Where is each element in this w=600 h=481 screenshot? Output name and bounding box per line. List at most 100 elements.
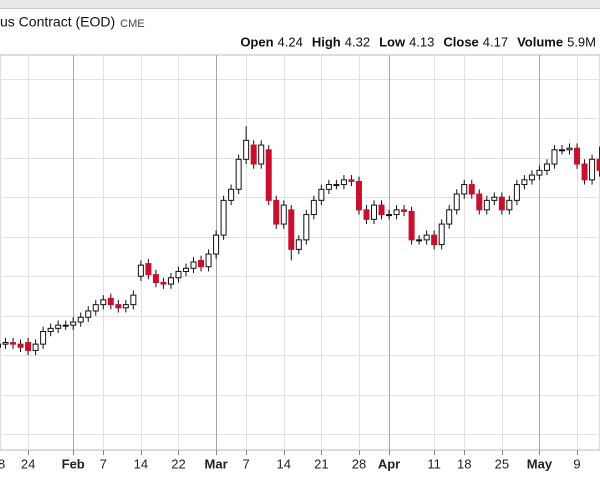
candle-body xyxy=(220,199,227,236)
candle-body xyxy=(408,210,415,241)
grid xyxy=(0,55,600,450)
candle-body xyxy=(566,147,573,151)
candle-body xyxy=(175,270,182,279)
candle-body xyxy=(115,304,122,309)
candles xyxy=(0,126,600,356)
candle-body xyxy=(513,184,520,201)
candle-body xyxy=(55,324,62,329)
x-tick-label: Apr xyxy=(378,456,400,471)
stat-value: 4.32 xyxy=(345,34,370,49)
candle-body xyxy=(574,147,581,165)
candle-body xyxy=(468,184,475,195)
candle-body xyxy=(85,310,92,318)
candle-body xyxy=(32,343,39,351)
plot-frame xyxy=(0,54,600,451)
stat-label: Low xyxy=(379,34,406,49)
candle-body xyxy=(0,343,1,348)
candle-body xyxy=(371,204,377,220)
candle-body xyxy=(47,327,54,332)
x-tick-label: 7 xyxy=(100,456,107,471)
candle-body xyxy=(393,209,400,216)
x-tick-label: 14 xyxy=(134,456,148,471)
candle-body xyxy=(333,184,340,187)
top-strip xyxy=(0,0,600,8)
candle-body xyxy=(228,188,235,201)
candle-body xyxy=(77,316,84,323)
candle-body xyxy=(130,294,137,306)
x-tick-label: Feb xyxy=(62,456,85,471)
stat-value: 4.17 xyxy=(483,34,508,49)
candle-body xyxy=(288,209,295,250)
stat-value: 4.13 xyxy=(409,34,434,49)
candle-body xyxy=(581,163,588,181)
candle-body xyxy=(498,196,505,211)
x-tick-label: May xyxy=(527,456,553,471)
candle-body xyxy=(2,342,9,345)
candle-body xyxy=(551,149,558,165)
candle-body xyxy=(167,277,174,285)
candle-body xyxy=(190,261,197,269)
candle-body xyxy=(348,179,355,182)
candle-body xyxy=(152,274,159,284)
candle-body xyxy=(198,259,205,268)
candle-body xyxy=(528,174,535,181)
candle-body xyxy=(17,343,24,348)
x-tick-label: 9 xyxy=(573,456,580,471)
candle-body xyxy=(70,321,77,326)
candle-body xyxy=(363,209,370,220)
candle-body xyxy=(107,297,114,306)
candle-body xyxy=(446,209,453,225)
stat-value: 5.9M xyxy=(567,34,596,49)
stat-label: Volume xyxy=(517,34,563,49)
candle-body xyxy=(250,144,257,165)
candle-body xyxy=(295,239,302,250)
candle-body xyxy=(160,282,167,285)
candle-body xyxy=(62,324,69,327)
chart-title: us Contract (EOD) xyxy=(0,14,115,30)
x-tick-label: 7 xyxy=(243,456,250,471)
candle-body xyxy=(506,199,513,211)
stat-value: 4.24 xyxy=(278,34,303,49)
candle-body xyxy=(205,253,212,268)
candle-body xyxy=(318,188,325,201)
candle-body xyxy=(378,204,385,216)
candle-body xyxy=(340,179,347,186)
candle-body xyxy=(280,204,287,225)
candle-body xyxy=(183,267,189,272)
x-tick-label: 18 xyxy=(0,456,5,471)
candle-body xyxy=(137,264,144,277)
candle-body xyxy=(423,234,430,241)
candle-body xyxy=(325,184,332,190)
stat-label: Open xyxy=(240,34,273,49)
exchange: CME xyxy=(120,18,144,30)
candle-body xyxy=(265,149,272,201)
stat-label: High xyxy=(312,34,341,49)
candle-body xyxy=(491,196,498,201)
candle-body xyxy=(416,239,423,242)
candle-body xyxy=(536,169,543,176)
x-tick-label: 18 xyxy=(457,456,471,471)
candle-body xyxy=(521,179,528,186)
x-axis: 18 24 Feb 7 14 22 Mar 7 14 21 28 Apr 11 18 25 May 9 xyxy=(0,450,581,471)
candle-body xyxy=(589,158,596,181)
candle-body xyxy=(40,331,47,345)
x-tick-label: 24 xyxy=(21,456,35,471)
x-tick-label: 28 xyxy=(352,456,366,471)
candle-body xyxy=(310,199,317,216)
x-tick-label: 11 xyxy=(427,456,441,471)
candle-body xyxy=(273,199,280,225)
x-tick-label: 21 xyxy=(314,456,328,471)
candle-body xyxy=(355,180,362,211)
stat-label: Close xyxy=(443,34,478,49)
candle-body xyxy=(303,214,310,241)
candle-body xyxy=(453,193,460,211)
x-tick-label: 22 xyxy=(171,456,185,471)
candle-body xyxy=(258,144,265,165)
x-tick-label: Mar xyxy=(205,456,228,471)
candle-body xyxy=(243,139,250,160)
candle-body xyxy=(213,234,220,255)
candle-body xyxy=(431,234,438,246)
candle-body xyxy=(10,342,17,345)
candle-body xyxy=(25,342,32,351)
